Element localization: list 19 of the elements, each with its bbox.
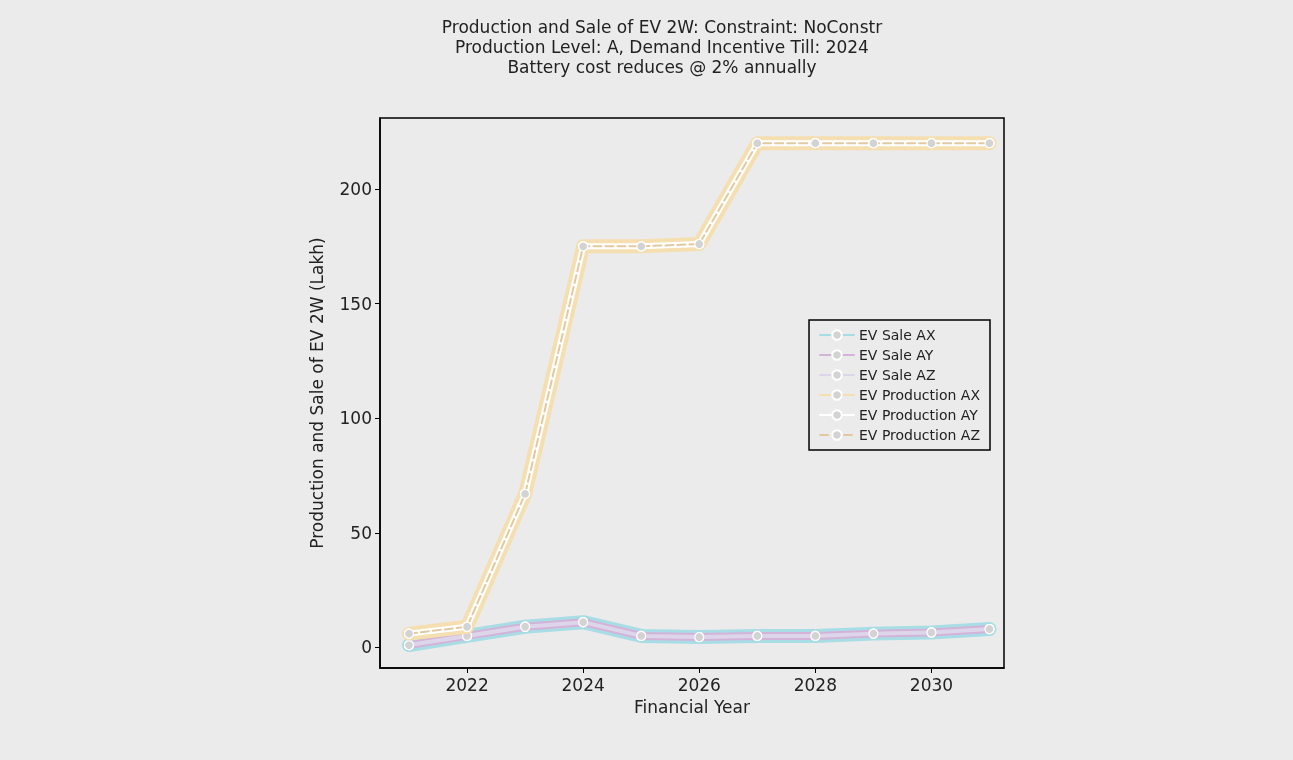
y-tick-label: 0 (361, 637, 372, 658)
legend-label: EV Sale AZ (859, 367, 936, 383)
legend-label: EV Production AY (859, 407, 979, 423)
legend-label: EV Production AX (859, 387, 981, 403)
x-tick-label: 2026 (677, 674, 721, 695)
legend-label: EV Sale AX (859, 327, 936, 343)
x-tick-label: 2028 (793, 674, 837, 695)
y-axis-title: Production and Sale of EV 2W (Lakh) (306, 237, 327, 549)
x-tick-label: 2024 (561, 674, 605, 695)
chart-title: Production and Sale of EV 2W: Constraint: NoConstr Production Level: A, Demand Incentive Till: 2024 Battery cost reduces @ 2% annually (441, 17, 883, 77)
x-axis-title: Financial Year (634, 696, 750, 717)
legend-label: EV Sale AY (859, 347, 934, 363)
x-tick-label: 2022 (445, 674, 489, 695)
y-tick-label: 50 (350, 522, 372, 543)
legend-label: EV Production AZ (859, 427, 981, 443)
y-tick-label: 100 (339, 408, 372, 429)
y-tick-label: 150 (339, 293, 372, 314)
x-tick-label: 2030 (909, 674, 954, 695)
y-tick-label: 200 (339, 179, 372, 200)
